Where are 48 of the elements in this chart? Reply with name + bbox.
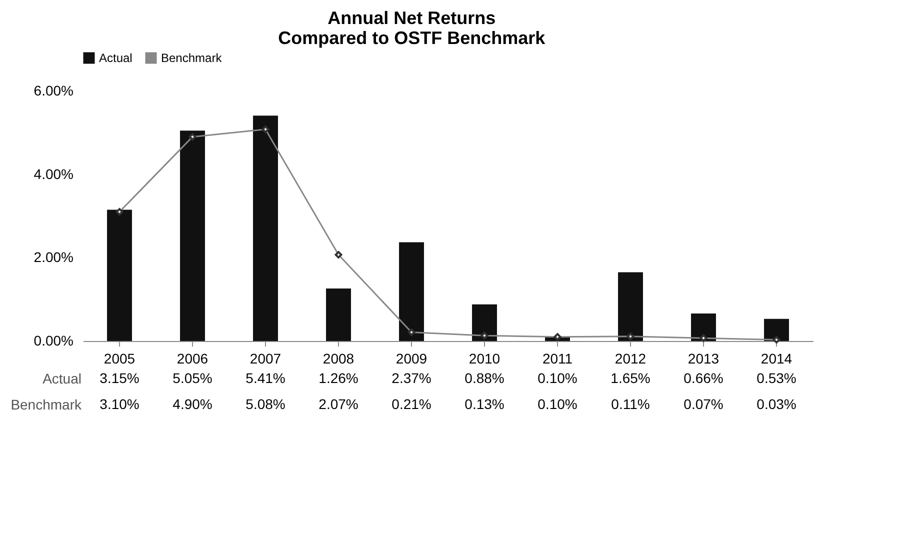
legend-label: Benchmark [161, 51, 223, 65]
bar [618, 272, 643, 341]
x-tick-label: 2012 [614, 350, 646, 366]
data-label: 4.90% [172, 396, 212, 412]
data-label: 0.03% [756, 396, 796, 412]
data-label: 1.26% [318, 370, 358, 386]
y-tick-label: 2.00% [34, 249, 74, 266]
data-label: 0.88% [464, 370, 504, 386]
bar [691, 314, 716, 341]
x-tick-label: 2011 [542, 350, 573, 366]
data-label: 0.53% [756, 370, 796, 386]
x-tick-label: 2008 [322, 350, 354, 366]
x-tick-label: 2006 [176, 350, 208, 366]
x-tick-label: 2009 [396, 350, 428, 366]
bar [253, 116, 278, 341]
data-label: 3.15% [100, 370, 140, 386]
data-label: 0.21% [392, 396, 432, 412]
data-label: 0.07% [684, 396, 724, 412]
legend-label: Actual [99, 51, 132, 65]
data-label: 2.37% [392, 370, 432, 386]
bar [472, 304, 497, 341]
x-tick-label: 2013 [688, 350, 720, 366]
y-tick-label: 4.00% [34, 166, 74, 182]
data-label: 0.10% [538, 370, 578, 386]
bar [399, 242, 424, 341]
data-label: 0.66% [684, 370, 724, 386]
x-tick-label: 2010 [468, 350, 500, 366]
data-label: 3.10% [100, 396, 140, 412]
data-label: 0.13% [464, 396, 504, 412]
text: Actual [42, 370, 82, 386]
y-tick-label: 6.00% [34, 82, 74, 98]
data-label: 0.10% [538, 396, 578, 412]
text: Benchmark [10, 396, 82, 412]
x-tick-label: 2005 [104, 350, 136, 366]
bar [764, 318, 789, 341]
x-tick-label: 2014 [760, 350, 792, 366]
bar [180, 130, 205, 341]
y-tick-label: 0.00% [34, 332, 74, 348]
chart-title: Annual Net Returns Compared to OSTF Benchmark [278, 8, 546, 48]
bar [107, 210, 132, 341]
data-label: 1.65% [610, 370, 650, 386]
data-label: 5.05% [172, 370, 212, 386]
data-label: 2.07% [318, 396, 358, 412]
data-label: 5.41% [246, 370, 286, 386]
data-label: 5.08% [246, 396, 286, 412]
data-label: 0.11% [611, 396, 650, 412]
bar [326, 288, 351, 341]
x-tick-label: 2007 [250, 350, 282, 366]
